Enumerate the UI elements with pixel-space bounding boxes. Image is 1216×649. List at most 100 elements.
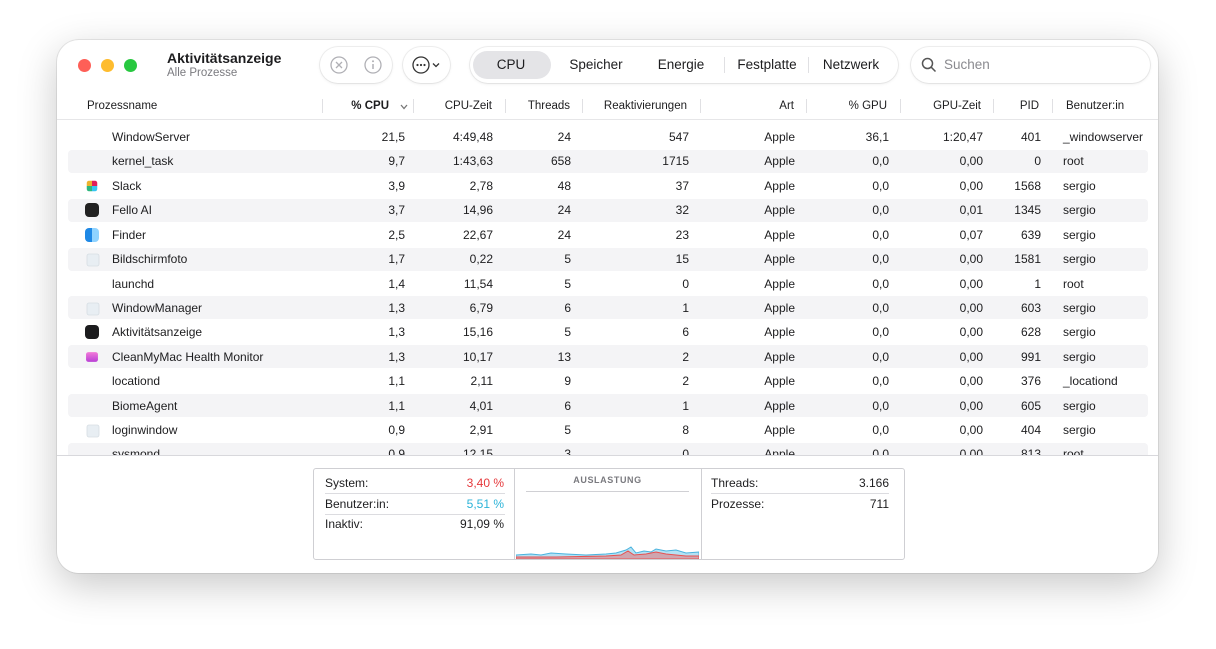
table-row[interactable] [68, 442, 1148, 455]
column-header[interactable]: Reaktivierungen [603, 100, 687, 112]
column-header[interactable]: % CPU [351, 100, 389, 112]
cell: 991 [1020, 349, 1041, 364]
column-header[interactable]: Prozessname [87, 100, 158, 112]
cell: 37 [675, 178, 689, 193]
column-header[interactable]: Art [779, 100, 794, 112]
column-separator [900, 99, 901, 113]
cell: 0,0 [872, 252, 889, 267]
search-field[interactable]: Suchen [911, 47, 1150, 83]
cell: 3 [564, 447, 571, 455]
footer: System: 3,40 % Benutzer:in: 5,51 % Inaktiv: 9… [57, 455, 1158, 573]
tab[interactable]: Energie [657, 57, 705, 72]
cell: 6 [564, 398, 571, 413]
cell: 1581 [1014, 252, 1041, 267]
column-header[interactable]: % GPU [848, 100, 887, 112]
cell: 0,0 [872, 203, 889, 218]
cell: 1,1 [388, 374, 405, 389]
cell: sergio [1063, 203, 1096, 218]
cell: 2 [682, 349, 689, 364]
column-header[interactable]: Benutzer:in [1066, 100, 1125, 112]
minimize-button[interactable] [101, 59, 114, 72]
cell: 36,1 [865, 130, 889, 144]
tab-bar: CPU Speicher Energie Festplatte Netzwerk [470, 47, 898, 83]
column-header[interactable]: Threads [527, 100, 570, 112]
tab[interactable]: Speicher [569, 57, 623, 72]
cell: 605 [1020, 398, 1041, 413]
cell: _windowserver [1063, 130, 1144, 144]
cell: Apple [764, 154, 795, 169]
app-icon [86, 351, 98, 362]
cell: _locationd [1063, 374, 1118, 389]
cell: 0,0 [872, 325, 889, 340]
cell: sergio [1063, 423, 1096, 438]
tab[interactable]: Netzwerk [822, 57, 880, 72]
cell: loginwindow [112, 423, 178, 438]
cell: Apple [764, 447, 795, 455]
cell: 603 [1020, 300, 1041, 315]
more-button[interactable] [403, 47, 450, 83]
cell: 0,00 [959, 374, 983, 389]
cell: Aktivitätsanzeige [112, 325, 203, 340]
cell: CleanMyMac Health Monitor [112, 349, 264, 364]
column-header[interactable]: CPU-Zeit [444, 100, 492, 112]
zoom-button[interactable] [124, 59, 137, 72]
cell: 24 [557, 227, 571, 242]
table-row[interactable] [68, 394, 1148, 418]
graph-divider [526, 491, 689, 492]
cell: Apple [764, 374, 795, 389]
cell: 1715 [662, 154, 689, 169]
table-row[interactable] [68, 296, 1148, 320]
cell: 0,00 [959, 398, 983, 413]
app-icon [86, 302, 100, 316]
column-separator [1052, 99, 1053, 113]
cell: 1,3 [388, 349, 405, 364]
table-header: Prozessname % CPU CPU-Zeit Threads Reaktivie… [57, 97, 1158, 120]
cell: WindowManager [112, 300, 203, 315]
activity-monitor-window: Aktivitätsanzeige Alle Prozesse CPU Speic… [57, 40, 1158, 573]
column-header[interactable]: GPU-Zeit [933, 100, 981, 112]
cell: 0,00 [959, 178, 983, 193]
cell: 1,3 [388, 325, 405, 340]
cell: 0,00 [959, 154, 983, 169]
table-row[interactable] [68, 198, 1148, 222]
tab[interactable]: Festplatte [737, 57, 797, 72]
cell: 1:43,63 [452, 154, 493, 169]
app-icon [85, 203, 99, 218]
cell: 5 [564, 276, 571, 291]
window-subtitle: Alle Prozesse [167, 67, 238, 79]
tab[interactable]: CPU [496, 57, 526, 72]
cell: 14,96 [462, 203, 493, 218]
cell: 628 [1020, 325, 1041, 340]
cell: 0,00 [959, 349, 983, 364]
stop-icon[interactable] [330, 56, 348, 74]
cell: 6 [564, 300, 571, 315]
cell: 0,0 [872, 423, 889, 438]
cell: 639 [1020, 227, 1041, 242]
cell: root [1063, 276, 1084, 291]
cell: 0,9 [388, 447, 405, 455]
table-row[interactable] [68, 345, 1148, 369]
tab-separator [724, 57, 725, 73]
cell: Apple [764, 227, 795, 242]
cell: 658 [550, 154, 571, 169]
search-icon [921, 57, 937, 73]
cell: 401 [1020, 130, 1041, 144]
cell: launchd [112, 276, 155, 291]
cell: 24 [557, 203, 571, 218]
cell: 0,0 [872, 276, 889, 291]
column-header[interactable]: PID [1019, 100, 1039, 112]
cell: 2 [682, 374, 689, 389]
search-placeholder: Suchen [944, 57, 990, 72]
close-button[interactable] [78, 59, 91, 72]
table-row[interactable] [68, 247, 1148, 271]
info-icon[interactable] [364, 56, 382, 74]
app-icon [86, 424, 100, 438]
cell: 48 [557, 178, 571, 193]
sort-indicator [400, 104, 408, 110]
stat-value: 3,40 % [466, 476, 504, 490]
cell: 0,0 [872, 154, 889, 169]
more-icon [412, 56, 440, 74]
cell: 5 [564, 252, 571, 267]
cell: BiomeAgent [112, 398, 178, 413]
table-row[interactable] [68, 149, 1148, 173]
